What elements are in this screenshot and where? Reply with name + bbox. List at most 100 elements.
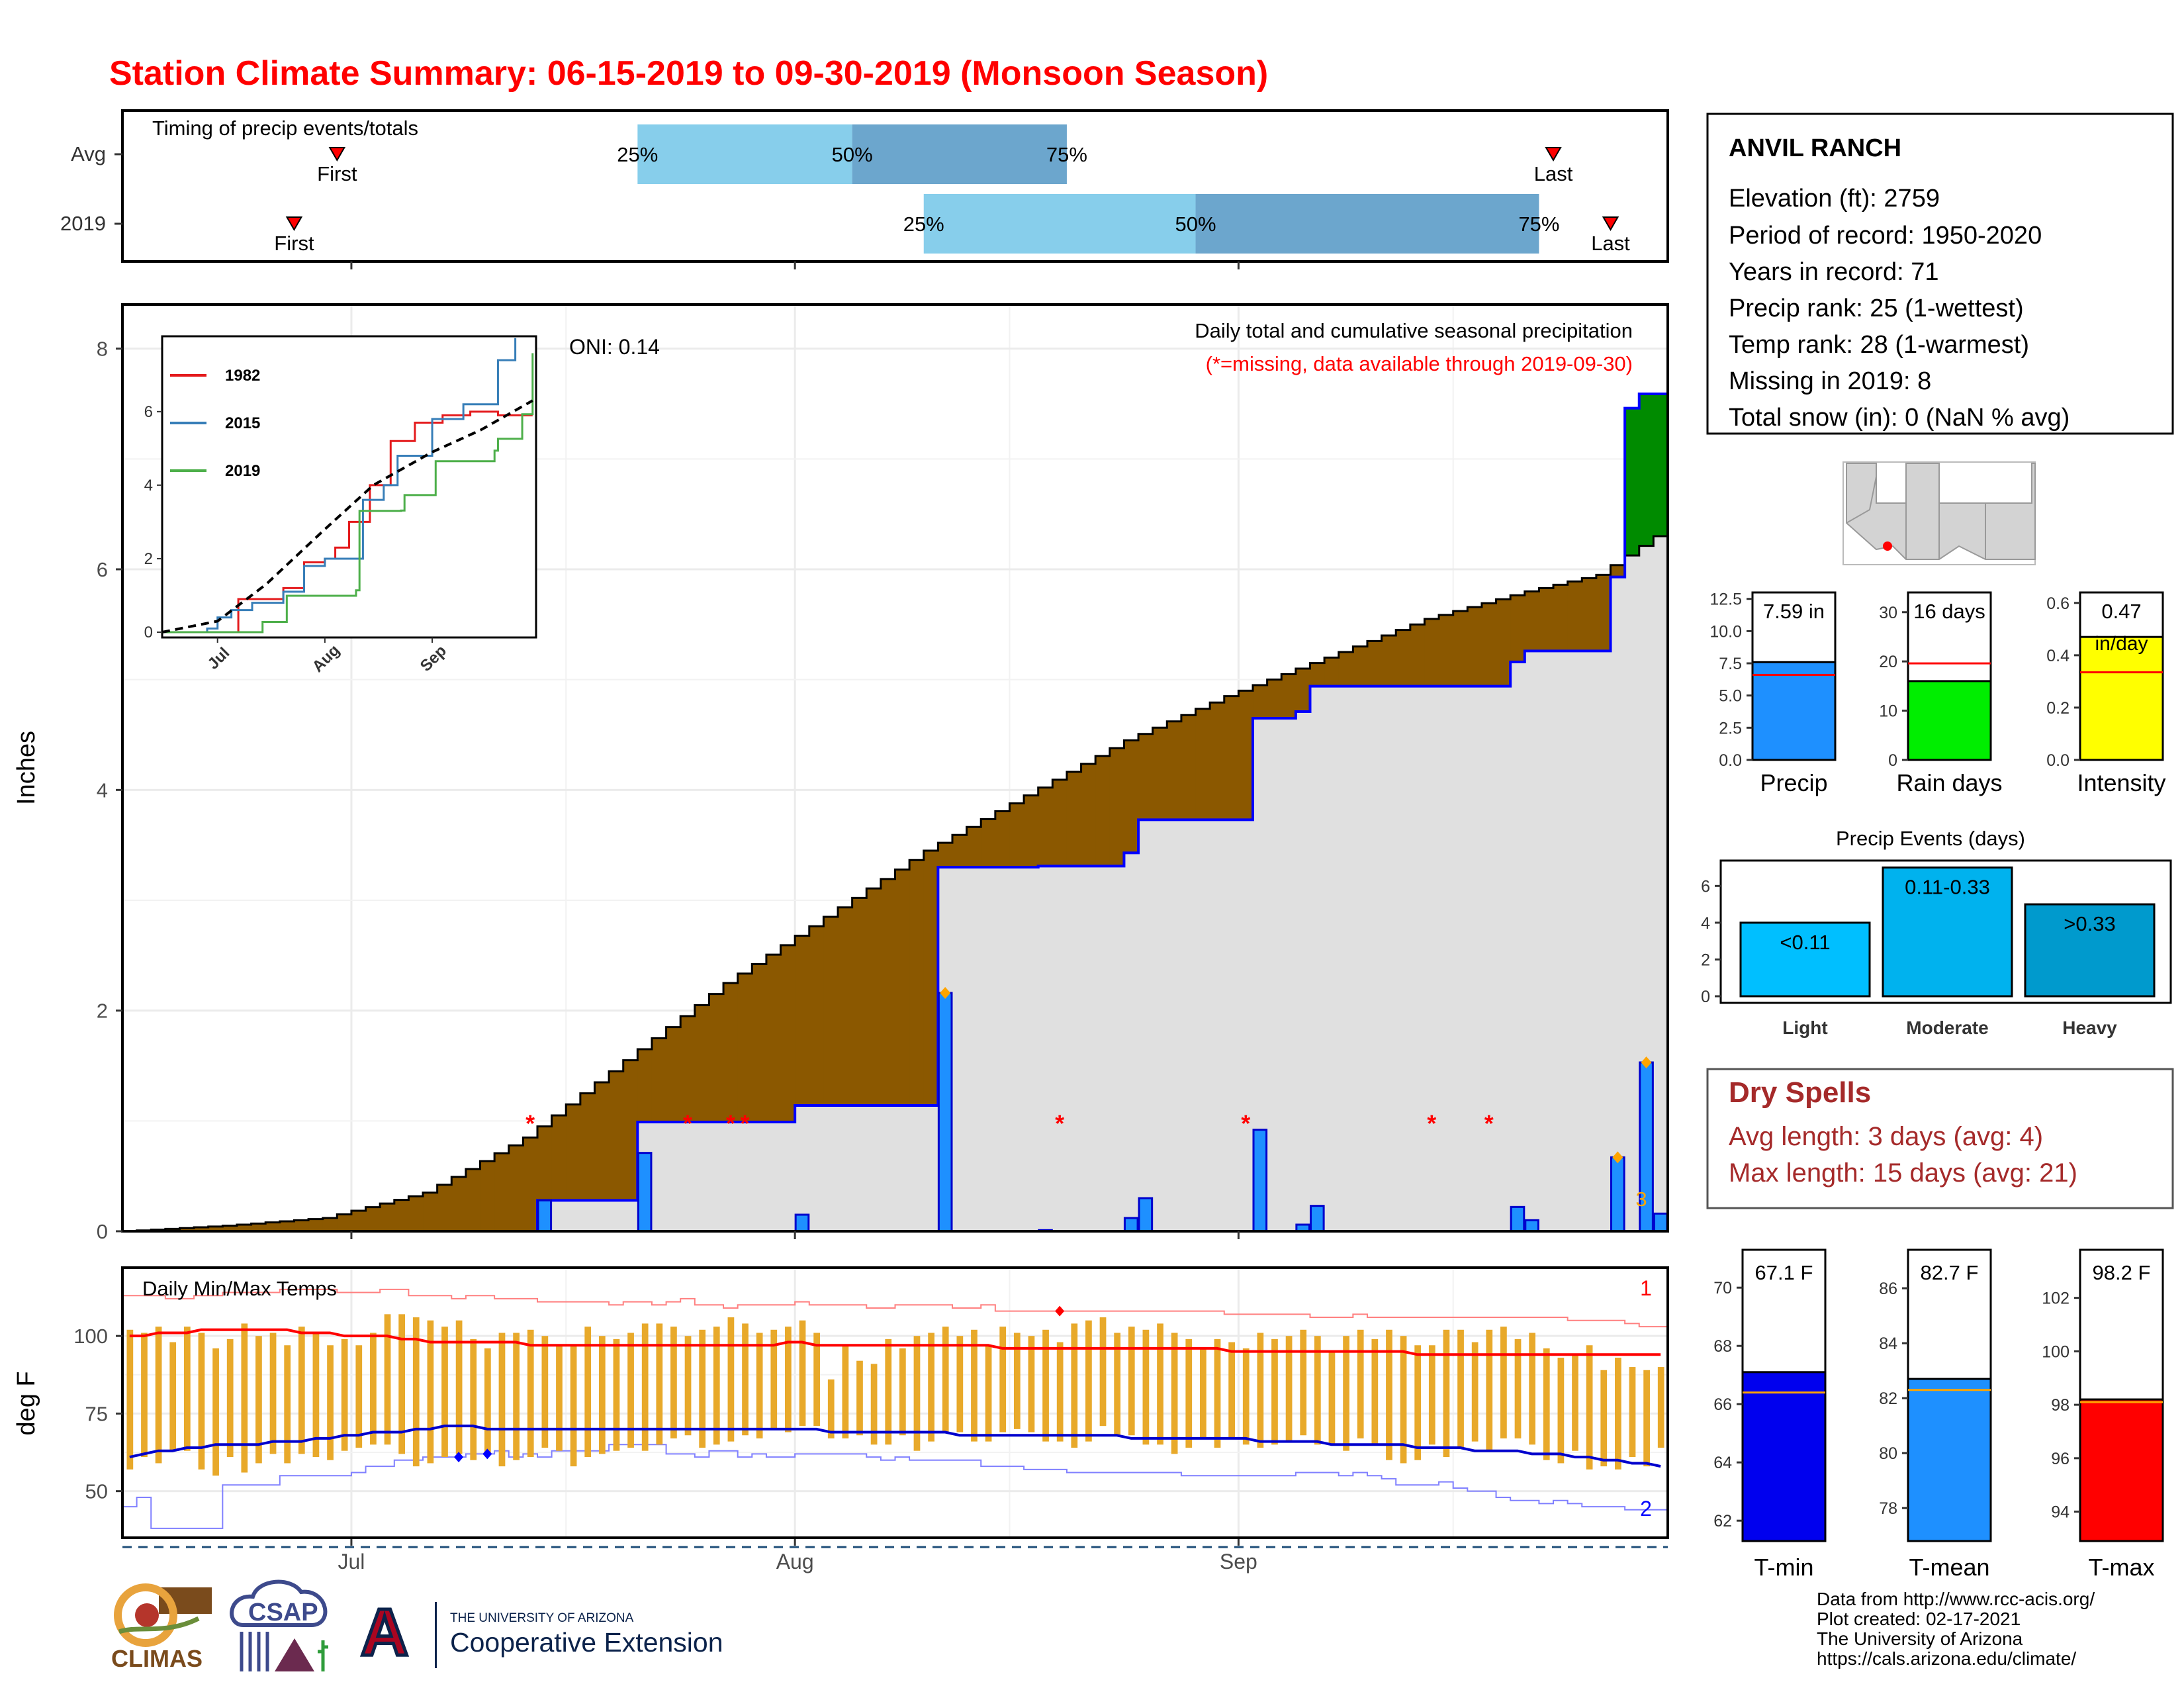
daily-temp-range-bar xyxy=(956,1336,964,1432)
precip-deficit-area xyxy=(1081,764,1096,867)
precip-deficit-area xyxy=(594,1082,610,1201)
daily-temp-range-bar xyxy=(1600,1370,1608,1467)
daily-temp-range-bar xyxy=(928,1333,934,1442)
station-elevation: Elevation (ft): 2759 xyxy=(1729,185,1940,212)
csap-logo-mountain xyxy=(275,1638,314,1671)
daily-temp-range-bar xyxy=(713,1327,720,1445)
summary-bar-tick-label: 0.2 xyxy=(2046,699,2070,718)
daily-precip-bar xyxy=(1524,1219,1539,1233)
record-high-line xyxy=(122,1288,1668,1328)
temp-bar-tick-label: 96 xyxy=(2051,1450,2070,1468)
temp-bar-tick-label: 68 xyxy=(1713,1337,1732,1356)
temp-bar-tick-label: 94 xyxy=(2051,1503,2070,1522)
average-cumulative-line xyxy=(122,535,1668,1233)
precip-deficit-area xyxy=(1524,591,1540,651)
precip-deficit-area xyxy=(1596,575,1612,651)
precip-y-tick-label: 4 xyxy=(97,778,108,802)
precip-deficit-area xyxy=(1281,674,1297,718)
precip-deficit-area xyxy=(451,1176,467,1231)
daily-temp-range-bar xyxy=(999,1327,1007,1432)
precip-deficit-area xyxy=(208,1226,223,1231)
timing-last-label: Last xyxy=(1534,162,1573,185)
daily-temp-range-bar xyxy=(183,1327,191,1451)
daily-temp-range-bar xyxy=(584,1327,592,1458)
csap-logo-cloud xyxy=(230,1579,328,1627)
daily-temp-range-bar xyxy=(1386,1329,1392,1460)
summary-bar-tick-label: 30 xyxy=(1879,604,1897,622)
missing-day-marker: * xyxy=(740,1109,749,1137)
daily-temp-range-bar xyxy=(1414,1345,1422,1460)
record-low-count: 2 xyxy=(1640,1497,1652,1521)
daily-precip-bar xyxy=(794,1213,810,1233)
timing-panel-title: Timing of precip events/totals xyxy=(152,117,418,140)
precip-deficit-area xyxy=(265,1222,281,1231)
climas-logo-text: CLIMAS xyxy=(111,1645,203,1672)
daily-temp-range-bar xyxy=(1242,1348,1250,1445)
summary-bar-tick-label: 0.4 xyxy=(2046,647,2070,665)
daily-temp-range-bar xyxy=(1657,1367,1664,1448)
precip-y-axis: 0 2 4 6 8 xyxy=(97,338,122,1243)
precip-events-tick-label: 2 xyxy=(1701,951,1710,969)
temperature-summary-bars: 67.1 F 62 64 66 68 70 T-min 82.7 F 78 80 82 84 86 T-m… xyxy=(1713,1248,2164,1581)
timing-row-label-avg: Avg xyxy=(71,142,106,165)
summary-bar-value: 16 days xyxy=(1913,600,1985,623)
temp-x-tick-label: Aug xyxy=(776,1550,814,1573)
precip-deficit-area xyxy=(1124,740,1139,853)
inset-line-2015 xyxy=(162,338,517,633)
precip-events-category: Light xyxy=(1782,1017,1827,1038)
timing-bar-q25-q50 xyxy=(637,124,852,184)
daily-temp-range-bar xyxy=(598,1336,606,1454)
precip-surplus-area xyxy=(1639,394,1654,546)
daily-temp-range-bar xyxy=(1514,1338,1522,1438)
temp-bar-tick-label: 66 xyxy=(1713,1395,1732,1414)
daily-temp-range-bar xyxy=(699,1329,706,1448)
daily-temp-range-bar xyxy=(1142,1329,1150,1445)
daily-temp-range-bar xyxy=(1314,1336,1321,1445)
daily-temp-range-bar xyxy=(1013,1333,1021,1429)
temp-bar-tick-label: 102 xyxy=(2042,1289,2070,1308)
daily-temp-range-bar xyxy=(1085,1320,1092,1442)
temp-bar-value: 67.1 F xyxy=(1755,1261,1813,1284)
temp-y-tick-label: 75 xyxy=(85,1402,108,1425)
daily-temp-range-bar xyxy=(1128,1327,1135,1436)
temp-panel-frame xyxy=(121,1266,1669,1539)
summary-bar-tick-label: 10 xyxy=(1879,702,1897,721)
station-name: ANVIL RANCH xyxy=(1729,134,1901,162)
precip-deficit-area xyxy=(680,1016,696,1122)
precip-deficit-area xyxy=(1553,585,1569,651)
daily-temp-range-bar xyxy=(455,1320,463,1454)
daily-temp-range-bar xyxy=(1071,1323,1078,1448)
timing-marks: 25% 50% 75% First Last 25% 50% 75% First Last xyxy=(114,124,1630,269)
record-precip-marker xyxy=(1612,1151,1623,1164)
station-missing-days: Missing in 2019: 8 xyxy=(1729,367,1931,395)
precip-events-category: Heavy xyxy=(2062,1017,2117,1038)
daily-temp-range-bar xyxy=(384,1314,391,1445)
dry-spells-max-length: Max length: 15 days (avg: 21) xyxy=(1729,1158,2077,1188)
daily-temp-range-bar xyxy=(971,1329,978,1442)
precip-deficit-area xyxy=(1481,603,1497,686)
daily-temp-range-bar xyxy=(427,1320,434,1464)
precip-deficit-area xyxy=(866,888,882,1105)
precip-deficit-area xyxy=(795,935,810,1105)
precip-deficit-area xyxy=(1610,565,1625,577)
temp-bar-t-max xyxy=(2079,1398,2164,1542)
temp-bar-tick-label: 100 xyxy=(2042,1342,2070,1361)
new-record-high-marker xyxy=(1055,1305,1065,1317)
precip-deficit-area xyxy=(737,973,752,1122)
daily-temp-range-bar xyxy=(398,1314,406,1454)
average-min-temp-line xyxy=(129,1425,1661,1468)
timing-last-marker xyxy=(1602,216,1619,231)
daily-temp-range-bar xyxy=(856,1360,863,1436)
daily-temp-range-bar xyxy=(1271,1338,1278,1445)
precip-deficit-area xyxy=(1253,685,1268,718)
daily-temp-range-bar xyxy=(255,1336,262,1464)
precip-deficit-area xyxy=(651,1038,667,1122)
missing-day-marker: * xyxy=(525,1109,535,1137)
summary-bar-tick-label: 2.5 xyxy=(1719,719,1742,737)
precip-deficit-area xyxy=(1210,702,1225,820)
precip-deficit-area xyxy=(1381,635,1396,686)
daily-precip-bar xyxy=(1138,1197,1154,1233)
precip-deficit-area xyxy=(1496,599,1511,686)
